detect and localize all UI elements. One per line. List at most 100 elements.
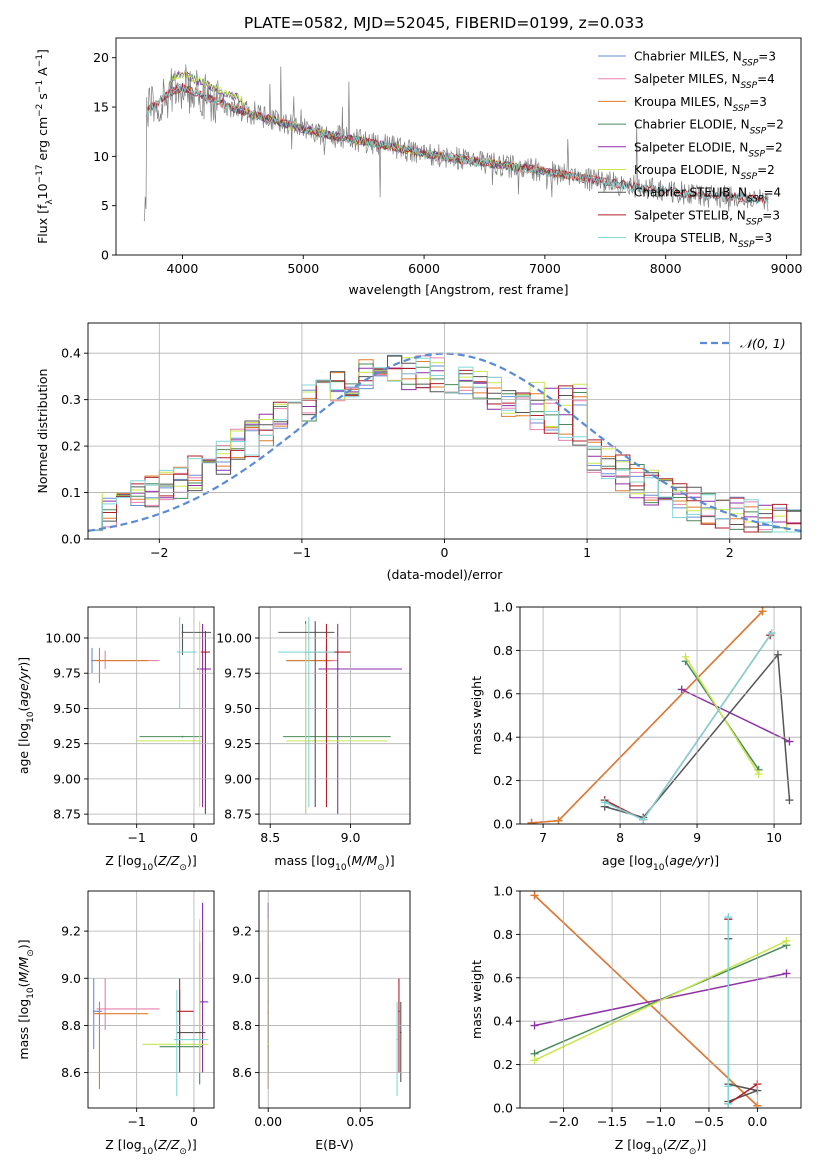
age-vs-Z-xtick-label: −1: [127, 830, 145, 845]
age-vs-Z-xlabel-part: )]: [187, 853, 197, 868]
weight-vs-age-ytick-label: 0.8: [493, 643, 513, 658]
mass-vs-Z-point: [98, 1012, 101, 1015]
mass-vs-Z-xlabel-part: Z [log: [105, 1137, 141, 1152]
weight-vs-Z-xlabel-part: Z/Z: [667, 1137, 690, 1152]
mass-vs-EBV-panel: 0.00 0.05 8.6 8.8 9.0 9.2 E(B-V): [232, 890, 411, 1152]
spectrum-ylabel-part: 10: [35, 183, 50, 199]
legend-entry-part: =3: [758, 50, 776, 64]
spectrum-ylabel-part: erg cm: [35, 117, 50, 165]
legend-entry-part: =4: [764, 186, 782, 200]
spectrum-ylabel-part: s: [35, 93, 50, 104]
age-vs-mass-ytick-label: 10.00: [216, 631, 252, 646]
weight-vs-Z-ytick-label: 0.6: [493, 970, 513, 985]
mass-vs-EBV-point: [399, 1031, 402, 1034]
legend-entry-part: =2: [765, 140, 783, 154]
weight-vs-Z-xtick-label: −0.5: [694, 1114, 724, 1129]
age-vs-mass-xlabel: mass [log10(M/M⊙)]: [274, 853, 394, 873]
mass-vs-Z-point: [198, 1043, 201, 1046]
legend-entry: Salpeter STELIB, NSSP=3: [634, 208, 780, 227]
weight-vs-age-marker: [758, 607, 767, 616]
age-vs-Z-ytick-label: 9.25: [53, 736, 81, 751]
spectrum-ylabel-part: −17: [35, 164, 45, 183]
mass-vs-Z-point: [201, 1000, 204, 1003]
age-vs-mass-ytick-label: 9.25: [224, 736, 252, 751]
weight-vs-Z-xlabel-part: )]: [696, 1137, 706, 1152]
residuals-xtick-label: −1: [293, 545, 311, 560]
spectrum-xtick-label: 5000: [287, 261, 319, 276]
residuals-ylabel: Normed distribution: [35, 369, 50, 494]
weight-vs-Z-xlabel-part: 10: [651, 1147, 663, 1157]
age-vs-mass-ytick-label: 9.75: [224, 666, 252, 681]
weight-vs-Z-marker: [530, 1021, 539, 1030]
residuals-ytick-label: 0.3: [61, 392, 81, 407]
weight-vs-age-marker: [600, 798, 609, 807]
age-vs-Z-point: [198, 739, 201, 742]
mass-vs-Z-ylabel-part: (: [16, 982, 31, 987]
mass-vs-EBV-ytick-label: 9.2: [232, 924, 252, 939]
legend-entry-part: SSP: [747, 195, 764, 205]
weight-vs-age-marker: [785, 737, 794, 746]
legend-entry: Chabrier MILES, NSSP=3: [634, 50, 776, 69]
legend-entry-part: Chabrier STELIB, N: [634, 186, 747, 200]
weight-vs-age-marker: [639, 815, 648, 824]
legend-entry-part: SSP: [742, 59, 759, 69]
weight-vs-age-ylabel: mass weight: [469, 676, 484, 755]
age-vs-mass-plot-area: [278, 616, 402, 815]
mass-vs-EBV-xlabel-part: E(B-V): [315, 1137, 354, 1152]
mass-vs-Z-xtick-label: −1: [127, 1114, 145, 1129]
weight-vs-age-marker: [554, 816, 563, 824]
age-vs-mass-xlabel-part: mass [log: [274, 853, 335, 868]
legend-entry-part: =3: [749, 95, 767, 109]
mass-vs-EBV-xtick-label: 0.05: [346, 1114, 374, 1129]
mass-vs-EBV-point: [398, 1010, 400, 1013]
spectrum-ylabel: Flux [fλ10−17 erg cm−2 s−1 A−1]: [35, 49, 55, 244]
mass-vs-Z-point: [175, 1038, 178, 1041]
age-vs-mass-point: [314, 631, 317, 634]
weight-vs-age-frame: [519, 606, 802, 825]
weight-vs-age-xlabel-part: 10: [653, 863, 665, 873]
legend-entry: Kroupa MILES, NSSP=3: [634, 95, 767, 114]
age-vs-Z-point: [98, 659, 101, 662]
mass-vs-Z-ylabel-part: M/M: [16, 956, 31, 982]
age-vs-mass-point: [307, 651, 310, 653]
legend-entry-part: Kroupa MILES, N: [634, 95, 733, 109]
weight-vs-Z-xlabel-part: (: [663, 1137, 668, 1152]
spectrum-ylabel-part: ]: [35, 49, 50, 54]
age-vs-mass-xlabel-part: M/M: [352, 853, 378, 868]
mass-vs-Z-plot-area: [92, 902, 209, 1097]
mass-vs-Z-point: [104, 1008, 107, 1010]
weight-vs-Z-marker: [724, 1082, 733, 1091]
mass-vs-Z-ylabel-part: )]: [16, 939, 31, 949]
residuals-ytick-label: 0.4: [61, 346, 81, 361]
mass-vs-Z-ylabel-part: mass [log: [16, 999, 31, 1060]
weight-vs-Z-xtick-label: −2.0: [548, 1114, 578, 1129]
weight-vs-age-marker: [773, 650, 782, 659]
legend-entry: Chabrier STELIB, NSSP=4: [634, 186, 781, 205]
weight-vs-age-series-line: [681, 688, 790, 743]
spectrum-ytick-label: 10: [93, 149, 109, 164]
weight-vs-Z-ytick-label: 1.0: [493, 884, 513, 899]
weight-vs-Z-marker: [530, 1056, 539, 1065]
mass-vs-Z-xlabel: Z [log10(Z/Z⊙)]: [105, 1137, 196, 1157]
mass-vs-EBV-xtick-label: 0.00: [254, 1114, 282, 1129]
weight-vs-age-xtick-label: 8: [616, 830, 624, 845]
age-vs-Z-ytick-label: 9.00: [53, 771, 81, 786]
age-vs-Z-ylabel-part: age [log: [16, 723, 31, 774]
legend-entry-part: Salpeter MILES, N: [634, 72, 741, 86]
weight-vs-Z-marker: [724, 913, 733, 922]
spectrum-frame: [115, 37, 802, 256]
spectrum-ytick-label: 20: [93, 50, 109, 65]
spectrum-plot-area: [143, 64, 769, 221]
legend-entry-part: SSP: [741, 172, 758, 182]
mass-vs-EBV-ytick-label: 8.8: [232, 1018, 252, 1033]
weight-vs-age-series-line: [684, 656, 760, 775]
age-vs-Z-xlabel-part: Z [log: [105, 853, 141, 868]
legend-entry-part: Chabrier MILES, N: [634, 50, 742, 64]
age-vs-Z-ylabel-part: (: [16, 707, 31, 712]
residuals-panel: −2 −1 0 1 2 0.0 0.1 0.2 0.3 0.4 𝒩(0, 1) (data-model…: [35, 322, 802, 582]
residuals-ytick-label: 0.1: [61, 485, 81, 500]
spectrum-ylabel-part: λ: [45, 199, 55, 205]
age-vs-Z-ylabel: age [log10(age/yr)]: [16, 657, 36, 774]
weight-vs-age-xlabel: age [log10(age/yr)]: [602, 853, 719, 873]
